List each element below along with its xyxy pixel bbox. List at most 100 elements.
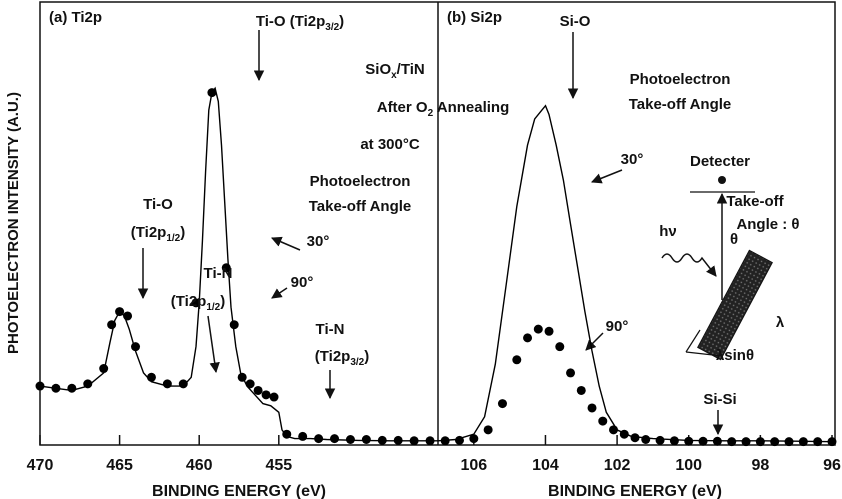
arrows bbox=[137, 30, 724, 436]
spectrum-dot bbox=[555, 342, 565, 352]
annotation: 90° bbox=[606, 318, 629, 335]
spectrum-dot bbox=[99, 364, 109, 374]
annotation-text: λ bbox=[776, 314, 785, 331]
x-tick-label: 102 bbox=[604, 457, 631, 474]
annotation-text: Ti-O (Ti2p bbox=[256, 13, 325, 30]
annotation-text: (Ti2p bbox=[171, 293, 207, 310]
annotation-text: SiO bbox=[365, 61, 391, 78]
spectrum-dot bbox=[798, 437, 808, 447]
spectrum-dot bbox=[131, 342, 141, 352]
spectrum-dot bbox=[377, 435, 387, 445]
spectrum-dot bbox=[523, 333, 533, 343]
spectrum-dot bbox=[345, 434, 355, 444]
spectrum-dot bbox=[314, 434, 324, 444]
spectrum-dot bbox=[576, 385, 586, 395]
annotation-text: 90° bbox=[606, 318, 629, 335]
annotation-text: λsinθ bbox=[716, 347, 754, 364]
x-tick-label: 106 bbox=[460, 457, 487, 474]
annotation: (Ti2p3/2) bbox=[315, 348, 369, 368]
annotation: SiOx/TiN bbox=[365, 61, 424, 81]
annotation: hν bbox=[659, 223, 677, 240]
spectrum-dot bbox=[469, 434, 479, 444]
annotation-subscript: 1/2 bbox=[166, 233, 180, 244]
spectrum-dot bbox=[770, 437, 780, 447]
annotation: Take-off bbox=[726, 193, 784, 210]
x-tick-label: 455 bbox=[265, 457, 292, 474]
spectrum-dot bbox=[619, 429, 629, 439]
spectrum-dot bbox=[146, 372, 156, 382]
annotation: 30° bbox=[307, 233, 330, 250]
spectrum-dot bbox=[641, 434, 651, 444]
spectrum-dot bbox=[669, 436, 679, 446]
x-tick-label: 460 bbox=[186, 457, 213, 474]
annotation-text: 90° bbox=[291, 274, 314, 291]
annotation-subscript: x bbox=[391, 70, 397, 81]
spectrum-dot bbox=[454, 435, 464, 445]
spectrum-dot bbox=[178, 379, 188, 389]
annotation-text: Annealing bbox=[433, 99, 509, 116]
spectrum-dot bbox=[827, 437, 837, 447]
x-tick-label: 98 bbox=[751, 457, 769, 474]
spectrum-dot bbox=[497, 399, 507, 409]
spectrum-dot bbox=[784, 437, 794, 447]
annotation: Si-O bbox=[560, 13, 591, 30]
spectrum-dot bbox=[261, 390, 271, 400]
spectrum-dot bbox=[115, 307, 125, 317]
annotation: (Ti2p1/2) bbox=[131, 224, 185, 244]
x-tick-label: 465 bbox=[106, 457, 133, 474]
annotation-text: 30° bbox=[307, 233, 330, 250]
spectrum-dot bbox=[237, 372, 247, 382]
detector-diagram bbox=[661, 176, 773, 361]
x-axis-label: BINDING ENERGY (eV) bbox=[548, 483, 722, 499]
annotation-text: Take-off Angle bbox=[309, 198, 412, 215]
spectrum-dot bbox=[229, 320, 239, 330]
annotation-text: Angle : θ bbox=[736, 216, 799, 233]
annotation-text: ) bbox=[364, 348, 369, 365]
y-axis-label: PHOTOELECTRON INTENSITY (A.U.) bbox=[5, 92, 22, 354]
annotation: Ti-O (Ti2p3/2) bbox=[256, 13, 344, 33]
annotation: θ bbox=[730, 231, 738, 248]
annotation-subscript: 2 bbox=[428, 108, 434, 119]
spectrum-dot bbox=[35, 381, 45, 391]
annotation: at 300°C bbox=[360, 136, 420, 153]
spectrum-dot bbox=[123, 311, 133, 321]
annotation-text: ) bbox=[339, 13, 344, 30]
annotation-text: Take-off Angle bbox=[629, 96, 732, 113]
x-tick-label: 104 bbox=[532, 457, 559, 474]
annotation: After O2 Annealing bbox=[377, 99, 510, 119]
annotation-text: Ti-O bbox=[143, 196, 173, 213]
spectrum-dot bbox=[512, 355, 522, 365]
annotation: Ti-N bbox=[204, 265, 233, 282]
spectrum-dot bbox=[269, 392, 279, 402]
spectrum-dot bbox=[813, 437, 823, 447]
x-tick-label: 96 bbox=[823, 457, 841, 474]
spectrum-dot bbox=[245, 379, 255, 389]
spectrum-dot bbox=[609, 425, 619, 435]
spectrum-dot bbox=[655, 435, 665, 445]
spectrum-dot bbox=[630, 433, 640, 443]
spectrum-dot bbox=[533, 324, 543, 334]
annotation: Photoelectron bbox=[310, 173, 411, 190]
spectrum-dot bbox=[83, 379, 93, 389]
annotation: Take-off Angle bbox=[629, 96, 732, 113]
annotation-text: Detecter bbox=[690, 153, 750, 170]
annotation-text: (Ti2p bbox=[131, 224, 167, 241]
spectrum-dot bbox=[67, 383, 77, 393]
annotation: Photoelectron bbox=[630, 71, 731, 88]
spectrum-dot bbox=[393, 435, 403, 445]
x-axis-label: BINDING ENERGY (eV) bbox=[152, 483, 326, 499]
annotation-text: ) bbox=[220, 293, 225, 310]
annotation-text: Photoelectron bbox=[310, 173, 411, 190]
annotation-subscript: 3/2 bbox=[350, 357, 364, 368]
spectrum-dot bbox=[361, 434, 371, 444]
annotation: Ti-O bbox=[143, 196, 173, 213]
annotation-text: at 300°C bbox=[360, 136, 420, 153]
spectrum-dot bbox=[440, 436, 450, 446]
annotation: Detecter bbox=[690, 153, 750, 170]
spectrum-dot bbox=[162, 379, 172, 389]
annotation-text: /TiN bbox=[397, 61, 425, 78]
annotation: Ti-N bbox=[316, 321, 345, 338]
spectrum-dot bbox=[684, 436, 694, 446]
annotation: Take-off Angle bbox=[309, 198, 412, 215]
